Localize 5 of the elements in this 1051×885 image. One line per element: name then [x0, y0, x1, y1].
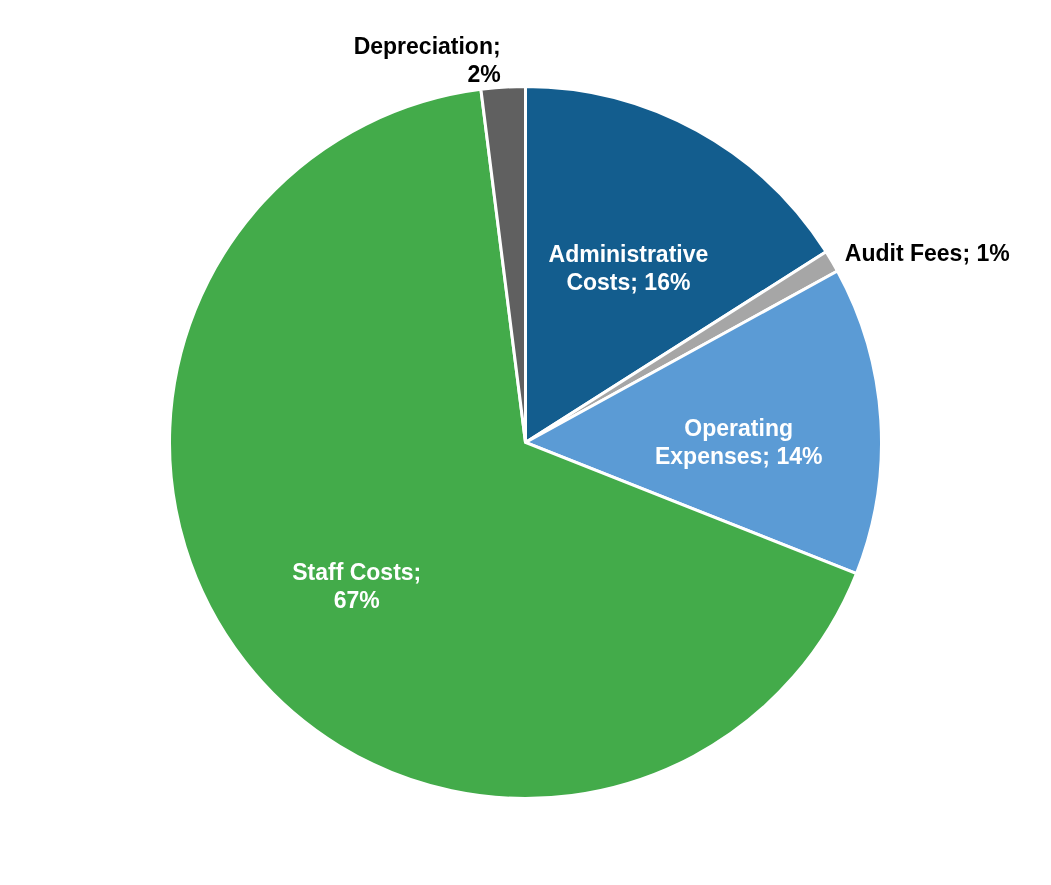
slice-label: Depreciation; 2% — [353, 33, 501, 88]
slice-label: Administrative Costs; 16% — [548, 241, 709, 296]
slice-label: Audit Fees; 1% — [844, 239, 1010, 266]
slice-label: Operating Expenses; 14% — [654, 415, 823, 470]
slice-label: Staff Costs; 67% — [292, 559, 422, 614]
